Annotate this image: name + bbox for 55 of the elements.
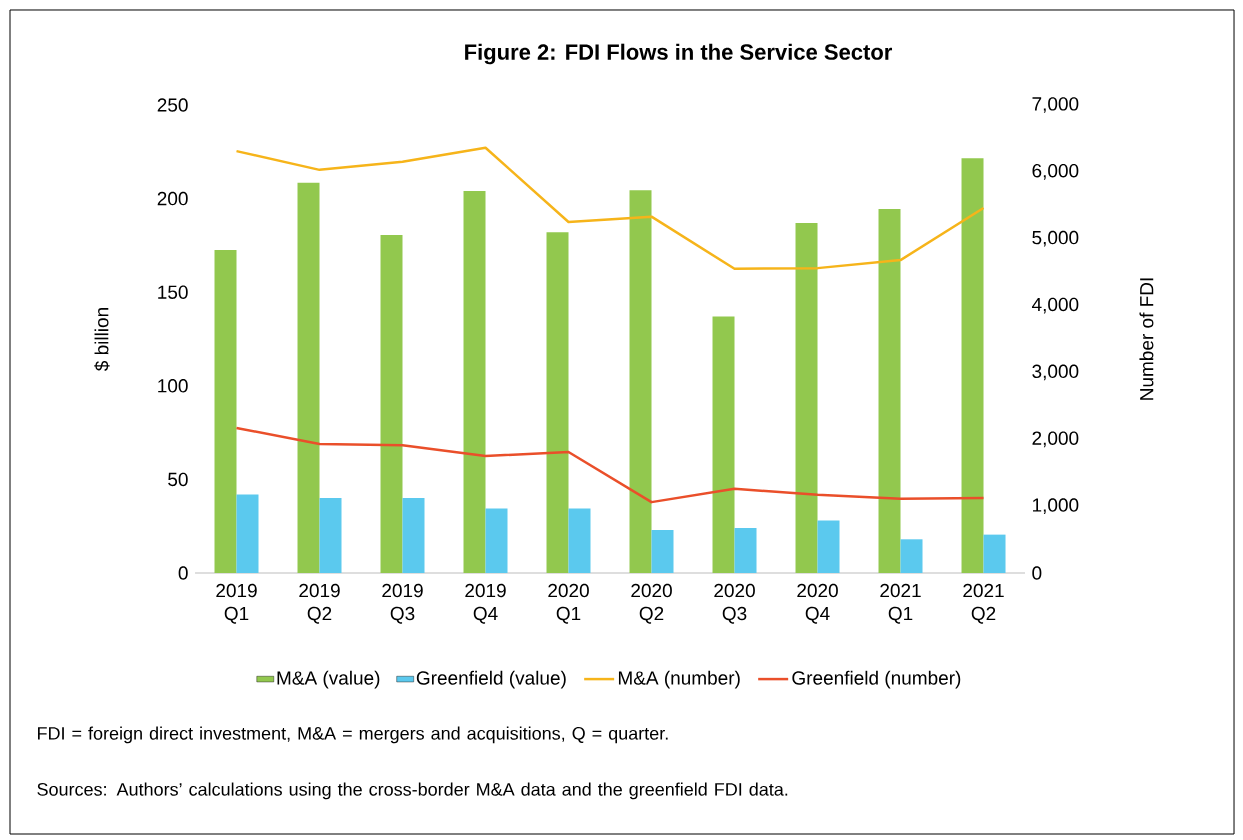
- bar: [546, 232, 569, 573]
- bar: [485, 508, 508, 573]
- y2-axis-title: Number of FDI: [1139, 278, 1154, 400]
- bar: [236, 494, 259, 573]
- bar: [961, 158, 984, 573]
- legend-label: M&A (number): [618, 670, 740, 689]
- x-tick-label: 2019 Q1: [216, 583, 257, 624]
- y2-tick-label: 1,000: [1033, 498, 1079, 514]
- legend-label: Greenfield (number): [792, 670, 961, 689]
- y2-tick-label: 4,000: [1031, 297, 1079, 314]
- text: FDI = foreign direct investment, M&A = mergers and acquisitions, Q = quarter.: [38, 726, 668, 744]
- y2-tick-label: 5,000: [1032, 230, 1079, 247]
- x-tick-label: 2020 Q1: [548, 583, 589, 624]
- bar: [380, 235, 403, 573]
- bar: [319, 498, 342, 573]
- y2-tick-label: 0: [1032, 566, 1042, 580]
- bar: [712, 316, 735, 573]
- x-tick-label: 2021 Q2: [963, 583, 1004, 624]
- bar: [817, 520, 840, 573]
- bar: [402, 498, 425, 573]
- y-tick-label: 50: [168, 472, 188, 487]
- source-note: Sources: Authors’ calculations using the cross-border M&A data and the greenfield FDI data.: [37, 782, 788, 800]
- x-tick-label: 2019 Q2: [299, 583, 340, 624]
- y2-tick-label: 7,000: [1032, 97, 1079, 113]
- y-tick-label: 100: [158, 379, 188, 393]
- x-tick-label: 2020 Q2: [631, 583, 672, 624]
- bar: [900, 539, 923, 573]
- x-tick-label: 2019 Q4: [465, 583, 506, 624]
- x-tick-label: 2020 Q3: [714, 583, 755, 624]
- y-axis-title: $ billion: [94, 308, 110, 372]
- bar: [878, 208, 901, 573]
- y2-tick-label: 3,000: [1032, 364, 1079, 381]
- y-tick-label: 250: [157, 98, 188, 112]
- x-tick-label: 2021 Q1: [880, 583, 921, 624]
- bar: [983, 534, 1006, 573]
- y-tick-label: 150: [158, 285, 188, 299]
- y-tick-label: 200: [157, 191, 188, 206]
- x-tick-label: 2019 Q3: [382, 583, 423, 624]
- legend-label: Greenfield (value): [416, 670, 566, 689]
- bar: [629, 190, 652, 573]
- chart-title: Figure 2: FDI Flows in the Service Sector: [465, 43, 893, 65]
- bar: [463, 191, 486, 573]
- line-series: [235, 426, 985, 504]
- y2-tick-label: 2,000: [1032, 431, 1079, 448]
- bar: [651, 529, 674, 573]
- line-series: [235, 146, 985, 271]
- bar: [795, 222, 818, 573]
- x-tick-label: 2020 Q4: [797, 583, 838, 624]
- legend-label: M&A (value): [277, 670, 380, 689]
- y-tick-label: 0: [178, 566, 188, 580]
- y2-tick-label: 6,000: [1032, 164, 1079, 180]
- bar: [734, 528, 757, 573]
- bar: [214, 250, 237, 573]
- bar: [297, 182, 320, 573]
- bar: [568, 508, 591, 573]
